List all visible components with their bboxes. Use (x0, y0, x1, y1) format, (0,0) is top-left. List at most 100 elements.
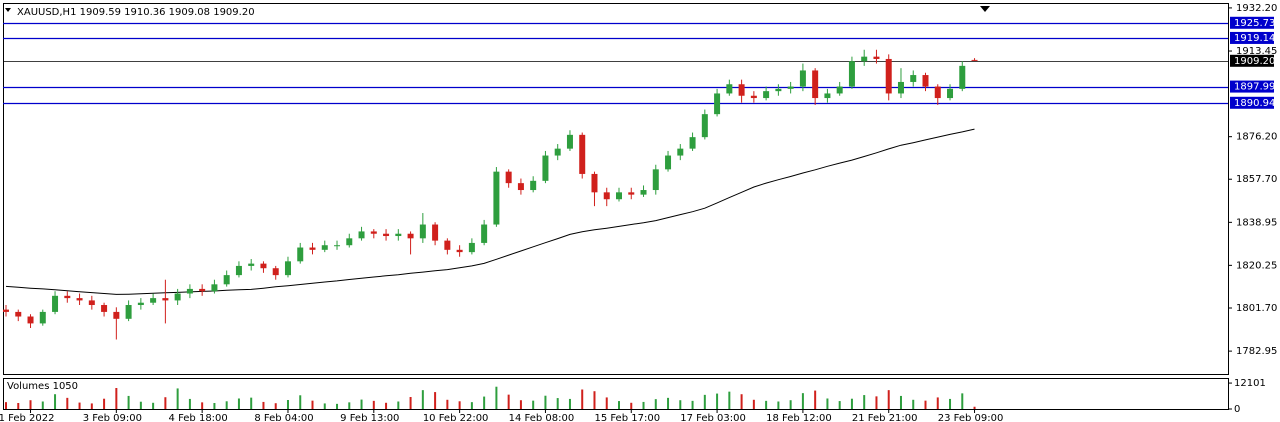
volume-bar (679, 400, 682, 409)
y-tick-label: 1820.25 (1236, 260, 1277, 271)
y-tick-label: 1932.20 (1236, 3, 1277, 14)
volume-bar (188, 398, 191, 409)
candle-body (113, 311, 120, 319)
candle-body (922, 75, 929, 87)
volume-bar (421, 390, 424, 409)
candle-body (738, 84, 745, 96)
volume-bar (176, 388, 179, 409)
volume-bar (29, 400, 32, 409)
volume-bar (716, 393, 719, 409)
candle-body (505, 171, 512, 184)
x-tick-label: 17 Feb 03:00 (680, 413, 746, 422)
level-label-box (1230, 31, 1274, 44)
candle-body (468, 242, 475, 253)
candle-body (150, 298, 157, 303)
volume-bar (936, 397, 939, 409)
menu-icon[interactable] (5, 8, 11, 12)
volume-bar (777, 401, 780, 409)
volume-bar (397, 401, 400, 409)
volume-bar (838, 401, 841, 409)
candle-body (616, 192, 622, 200)
volume-bar (152, 402, 155, 409)
candle-body (714, 93, 721, 115)
candle-body (358, 231, 365, 239)
candle-body (235, 265, 242, 276)
candle-body (493, 171, 500, 225)
candle-body (763, 91, 770, 99)
x-tick-label: 8 Feb 04:00 (254, 413, 313, 422)
volume-bar (286, 400, 289, 409)
volume-bar (274, 403, 277, 409)
level-label: 1919.14 (1234, 33, 1275, 44)
candle-body (481, 224, 488, 243)
candle-body (27, 316, 34, 324)
level-label: 1890.94 (1234, 98, 1275, 109)
candle-body (248, 263, 255, 266)
volume-bar (409, 397, 412, 409)
volume-bar (127, 395, 130, 409)
x-tick-label: 4 Feb 18:00 (169, 413, 228, 422)
candle-body (101, 305, 108, 312)
level-label: 1925.73 (1234, 18, 1275, 29)
x-tick-label: 15 Feb 17:00 (594, 413, 660, 422)
x-tick-label: 18 Feb 12:00 (766, 413, 832, 422)
candle-body (199, 288, 206, 292)
candle-body (272, 268, 279, 276)
candle-body (15, 311, 22, 317)
candle-body (824, 93, 831, 99)
volume-title: Volumes 1050 (7, 381, 78, 392)
y-tick-label: 1782.95 (1236, 346, 1277, 357)
volume-bar (667, 397, 670, 409)
candle-body (174, 293, 181, 301)
volume-bar (213, 403, 216, 409)
candle-body (39, 311, 46, 324)
volume-bar (875, 396, 878, 409)
volume-bar (593, 391, 596, 409)
candle-body (64, 295, 71, 299)
volume-bar (544, 395, 547, 409)
candle-body (603, 192, 610, 200)
volume-bar (581, 389, 584, 409)
candle-body (419, 224, 426, 239)
volume-bar (17, 403, 20, 409)
volume-bar (483, 396, 486, 409)
candle-body (554, 148, 561, 156)
volume-bar (912, 399, 915, 409)
candle-body (934, 86, 941, 99)
volume-bar (54, 394, 57, 409)
volume-bar (752, 399, 755, 409)
volume-bar (654, 399, 657, 409)
volume-bar (703, 394, 706, 409)
candle-body (3, 309, 9, 312)
volume-bar (66, 397, 69, 409)
volume-bar (495, 386, 498, 409)
y-tick-label: 1913.45 (1236, 46, 1277, 57)
shift-marker (980, 6, 990, 12)
volume-bar (556, 398, 559, 409)
candle-body (628, 192, 635, 195)
candle-body (395, 233, 402, 237)
candle-body (383, 233, 390, 237)
candle-body (665, 155, 672, 170)
candle-body (223, 275, 230, 285)
volume-bar (728, 391, 731, 409)
volume-bar (532, 400, 535, 409)
candle-body (284, 261, 291, 276)
volume-bar (446, 399, 449, 409)
level-label-box (1230, 54, 1274, 67)
volume-bar (434, 392, 437, 409)
volume-bar (348, 402, 351, 409)
candle-body (297, 247, 304, 262)
y-tick-label: 1801.70 (1236, 303, 1277, 314)
candle-body (517, 183, 524, 191)
candle-body (309, 247, 316, 250)
candle-body (137, 302, 144, 306)
candle-body (897, 81, 904, 94)
level-label-box (1230, 96, 1274, 109)
candle-body (947, 88, 954, 99)
candle-body (885, 58, 892, 94)
volume-bar (801, 393, 804, 409)
volume-bar (949, 398, 952, 409)
candle-body (125, 305, 132, 319)
